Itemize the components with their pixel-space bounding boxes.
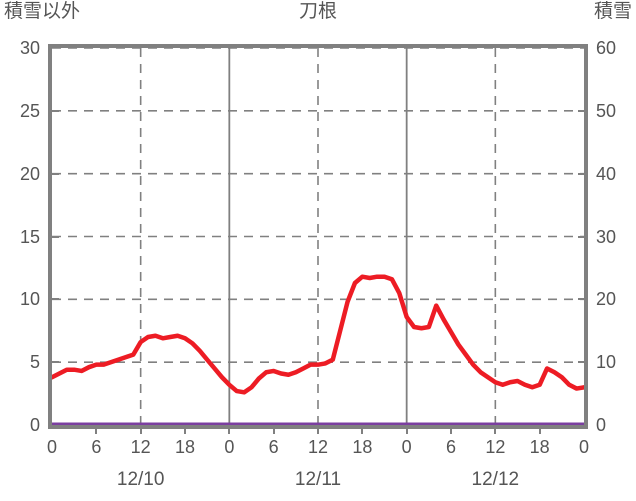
series-line-precipitation: [52, 274, 584, 395]
left-axis-tick: 0: [29, 415, 40, 435]
gridlines: [52, 48, 584, 425]
x-axis-tick: 0: [224, 437, 235, 457]
data-series-layer: [52, 274, 584, 425]
chart-title: 刀根: [298, 1, 337, 22]
x-axis-tick-mark: [317, 429, 319, 434]
x-axis-tick-mark: [405, 429, 408, 434]
y-axis-tick-mark: [578, 172, 585, 175]
plot-area: [48, 44, 588, 429]
x-axis-tick: 6: [91, 437, 102, 457]
plot-inner: [52, 48, 584, 425]
y-axis-tick-mark: [578, 361, 585, 364]
right-axis-tick: 10: [596, 352, 617, 373]
x-axis-tick: 18: [352, 437, 373, 457]
y-axis-tick-mark: [578, 235, 585, 238]
x-axis-tick: 18: [174, 437, 196, 457]
x-axis-tick-mark: [184, 429, 186, 434]
x-axis-date-label: 12/11: [294, 469, 342, 490]
x-axis-tick: 0: [46, 437, 57, 457]
left-axis-tick: 20: [19, 163, 40, 184]
left-axis-tick: 10: [19, 289, 40, 310]
x-axis-tick-mark: [95, 429, 98, 434]
left-axis-caption: 積雪以外: [4, 1, 81, 22]
left-axis-tick: 5: [29, 352, 40, 373]
x-axis-tick: 0: [401, 437, 412, 457]
x-axis-tick: 6: [445, 437, 456, 457]
x-axis-tick: 12: [485, 437, 506, 457]
x-axis-date-label: 12/10: [116, 469, 165, 490]
right-axis-tick: 50: [596, 100, 617, 121]
x-axis-date-label: 12/12: [471, 469, 520, 490]
right-axis-tick: 60: [596, 38, 617, 58]
y-axis-tick-mark: [52, 361, 59, 364]
plot-svg: [52, 48, 584, 425]
x-axis-tick-mark: [228, 429, 231, 434]
x-axis-tick: 18: [529, 437, 550, 457]
y-axis-tick-mark: [578, 298, 585, 301]
y-axis-tick-mark: [52, 109, 59, 112]
right-axis-tick: 20: [596, 289, 617, 310]
x-axis-tick: 12: [130, 437, 151, 457]
x-axis-tick: 6: [268, 437, 279, 457]
right-axis-tick: 30: [596, 226, 617, 247]
x-axis-tick: 12: [307, 437, 329, 457]
y-axis-tick-mark: [52, 172, 59, 175]
x-axis-tick-mark: [450, 429, 452, 434]
right-axis-caption: 積雪: [593, 1, 632, 22]
x-axis-tick: 0: [578, 437, 589, 457]
x-axis-tick-mark: [494, 429, 497, 434]
x-axis-tick-mark: [272, 429, 275, 434]
x-axis-tick-mark: [361, 429, 364, 434]
left-axis-tick: 15: [19, 226, 40, 247]
right-axis-tick: 0: [596, 415, 607, 435]
x-axis-tick-mark: [139, 429, 142, 434]
y-axis-tick-mark: [52, 298, 59, 301]
y-axis-tick-mark: [578, 109, 585, 112]
x-axis-tick-mark: [538, 429, 541, 434]
right-axis-tick: 40: [596, 163, 617, 184]
y-axis-tick-mark: [52, 235, 59, 238]
left-axis-tick: 30: [19, 38, 40, 58]
left-axis-tick: 25: [19, 100, 40, 121]
